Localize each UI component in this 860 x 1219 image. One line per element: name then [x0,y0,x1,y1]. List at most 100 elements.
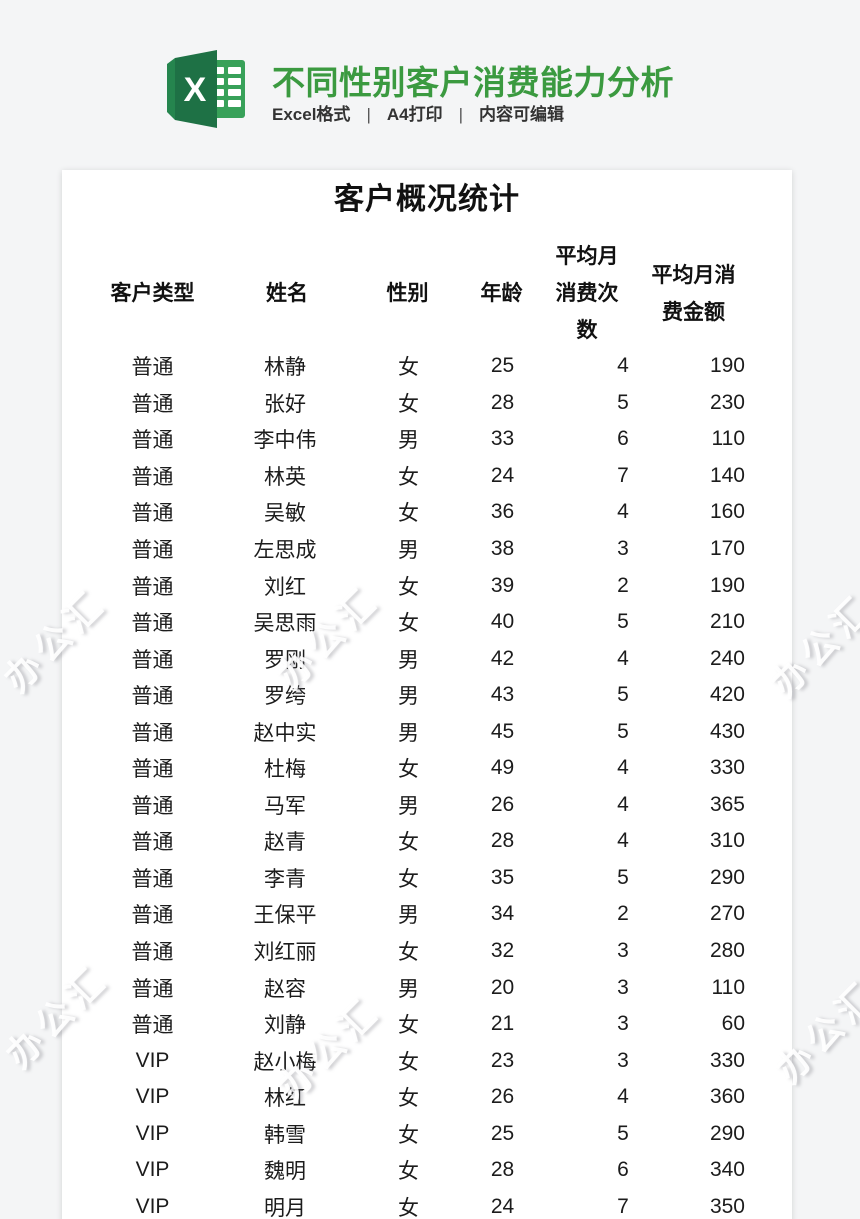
col-header-gender: 性别 [386,282,429,305]
cell-avg-monthly-times: 4 [617,756,629,780]
cell-name: 马军 [264,794,306,818]
cell-gender: 男 [398,794,419,818]
cell-gender: 男 [398,904,419,928]
cell-avg-monthly-times: 6 [617,1158,629,1182]
cell-customer-type: 普通 [131,1014,174,1038]
cell-gender: 女 [398,1087,419,1111]
cell-age: 35 [490,865,515,889]
cell-customer-type: 普通 [131,575,174,599]
cell-age: 45 [490,719,515,743]
cell-gender: 女 [398,465,419,489]
table-header-row: 客户类型 姓名 性别 年龄 平均月消费次数 平均月消费金额 [62,238,792,348]
cell-name: 杜梅 [264,758,306,782]
cell-age: 23 [490,1048,515,1072]
cell-avg-monthly-amount: 365 [709,792,745,816]
cell-gender: 男 [398,977,419,1001]
cell-gender: 女 [398,356,419,380]
cell-customer-type: 普通 [131,831,174,855]
cell-name: 林红 [264,1087,306,1111]
cell-name: 赵青 [264,831,306,855]
cell-age: 26 [490,1085,515,1109]
cell-name: 王保平 [253,904,317,928]
cell-avg-monthly-times: 4 [617,829,629,853]
cell-avg-monthly-times: 7 [617,463,629,487]
cell-name: 韩雪 [264,1123,306,1147]
cell-gender: 女 [398,392,419,416]
cell-name: 赵小梅 [253,1050,317,1074]
cell-age: 34 [490,902,515,926]
cell-avg-monthly-times: 3 [617,537,629,560]
subtitle-item-format: Excel格式 [272,105,351,124]
cell-name: 赵容 [264,977,306,1001]
cell-customer-type: 普通 [131,539,174,562]
cell-name: 刘红丽 [253,941,317,965]
cell-age: 28 [490,829,515,853]
sheet-title: 客户概况统计 [334,183,520,216]
cell-name: 张好 [264,392,306,416]
cell-name: 林英 [264,465,306,489]
cell-customer-type: 普通 [131,502,174,526]
cell-avg-monthly-amount: 330 [709,756,745,780]
subtitle: Excel格式 | A4打印 | 内容可编辑 [272,100,564,125]
col-header-name: 姓名 [266,282,308,305]
cell-avg-monthly-times: 6 [617,427,629,451]
cell-gender: 女 [398,1050,419,1074]
cell-avg-monthly-amount: 420 [709,683,745,707]
col-header-avg-monthly-amount: 平均月消费金额 [651,263,736,324]
cell-avg-monthly-amount: 310 [709,829,745,853]
cell-age: 38 [490,537,515,560]
cell-avg-monthly-times: 3 [617,1012,629,1036]
cell-avg-monthly-times: 5 [617,683,629,707]
cell-gender: 女 [398,758,419,782]
cell-gender: 女 [398,867,419,891]
cell-gender: 男 [398,648,419,672]
cell-customer-type: VIP [135,1121,170,1145]
cell-avg-monthly-times: 3 [617,939,629,963]
col-header-avg-monthly-times: 平均月消费次数 [555,245,619,342]
cell-age: 42 [490,646,515,670]
cell-customer-type: 普通 [131,685,174,709]
cell-avg-monthly-amount: 240 [709,646,745,670]
cell-gender: 女 [398,502,419,526]
table-body: 普通 林静 女 25 4 190 普通 张好 女 28 5 230 普通 李中伟… [62,348,792,1219]
cell-avg-monthly-amount: 60 [721,1012,745,1036]
cell-customer-type: 普通 [131,758,174,782]
cell-avg-monthly-amount: 360 [709,1085,745,1109]
cell-avg-monthly-times: 4 [617,646,629,670]
cell-name: 刘红 [264,575,306,599]
cell-age: 43 [490,683,515,707]
svg-text:X: X [184,71,207,109]
cell-age: 39 [490,573,515,597]
cell-age: 28 [490,1158,515,1182]
cell-gender: 男 [398,429,419,453]
cell-avg-monthly-amount: 430 [709,719,745,743]
cell-customer-type: 普通 [131,721,174,745]
cell-avg-monthly-times: 4 [617,1085,629,1109]
cell-name: 李中伟 [253,429,317,453]
cell-age: 36 [490,500,515,524]
cell-age: 49 [490,756,515,780]
cell-avg-monthly-times: 3 [617,975,629,999]
cell-customer-type: 普通 [131,392,174,416]
cell-avg-monthly-times: 2 [617,573,629,597]
cell-name: 刘静 [264,1014,306,1038]
cell-avg-monthly-amount: 190 [709,354,745,378]
cell-customer-type: 普通 [131,356,174,380]
cell-avg-monthly-amount: 350 [709,1194,745,1218]
separator: | [458,105,464,124]
cell-age: 21 [490,1012,515,1036]
cell-avg-monthly-amount: 270 [709,902,745,926]
cell-age: 25 [490,354,515,378]
cell-gender: 男 [398,685,419,709]
cell-avg-monthly-amount: 210 [709,610,745,634]
cell-avg-monthly-times: 5 [617,719,629,743]
cell-age: 33 [490,427,515,451]
cell-gender: 女 [398,1014,419,1038]
cell-name: 明月 [264,1196,306,1219]
cell-name: 李青 [264,867,306,891]
cell-gender: 女 [398,575,419,599]
cell-name: 罗刚 [264,648,306,672]
cell-customer-type: VIP [135,1194,170,1218]
cell-name: 吴敏 [264,502,306,526]
